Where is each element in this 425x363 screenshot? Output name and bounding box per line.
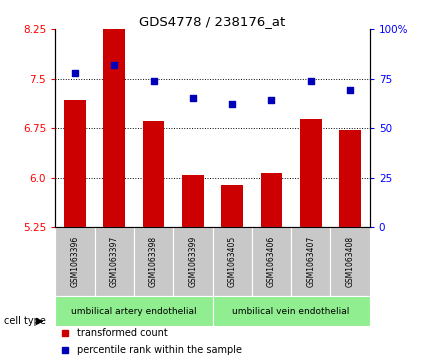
Point [347, 87, 354, 93]
Text: umbilical artery endothelial: umbilical artery endothelial [71, 307, 197, 316]
Text: GSM1063405: GSM1063405 [228, 236, 237, 287]
Text: GSM1063397: GSM1063397 [110, 236, 119, 287]
Point [307, 78, 314, 83]
Bar [173, 227, 212, 296]
Text: GSM1063408: GSM1063408 [346, 236, 354, 287]
Bar [212, 227, 252, 296]
Bar [339, 130, 361, 227]
Point [229, 101, 235, 107]
Bar [94, 227, 134, 296]
Text: GSM1063407: GSM1063407 [306, 236, 315, 287]
Bar [103, 23, 125, 227]
Text: transformed count: transformed count [77, 329, 168, 338]
Text: GSM1063396: GSM1063396 [71, 236, 79, 287]
Point [111, 62, 118, 68]
Point [71, 70, 78, 76]
Bar [134, 227, 173, 296]
Bar [300, 119, 322, 227]
Bar [221, 185, 243, 227]
Point [190, 95, 196, 101]
Bar [55, 227, 94, 296]
Text: GSM1063406: GSM1063406 [267, 236, 276, 287]
Text: percentile rank within the sample: percentile rank within the sample [77, 345, 242, 355]
Text: ▶: ▶ [36, 316, 44, 326]
Bar [261, 173, 282, 227]
Bar [182, 175, 204, 227]
Bar [331, 227, 370, 296]
Bar [212, 296, 370, 326]
Bar [252, 227, 291, 296]
Title: GDS4778 / 238176_at: GDS4778 / 238176_at [139, 15, 286, 28]
Bar [64, 100, 86, 227]
Text: GSM1063399: GSM1063399 [188, 236, 197, 287]
Bar [291, 227, 331, 296]
Bar [143, 122, 164, 227]
Bar [55, 296, 212, 326]
Point [268, 97, 275, 103]
Text: GSM1063398: GSM1063398 [149, 236, 158, 287]
Text: umbilical vein endothelial: umbilical vein endothelial [232, 307, 350, 316]
Point [150, 78, 157, 83]
Text: cell type: cell type [4, 316, 46, 326]
